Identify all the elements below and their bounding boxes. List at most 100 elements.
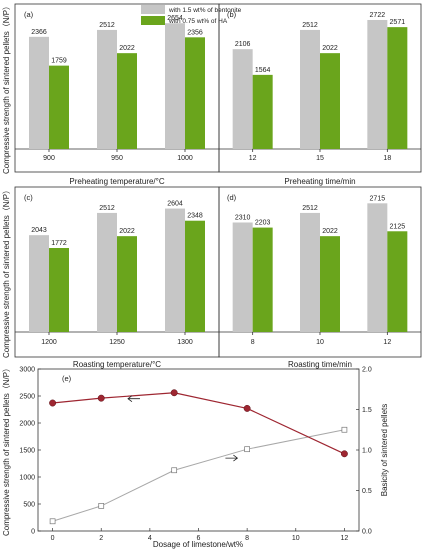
- panel-c-letter: (c): [24, 193, 33, 202]
- data-label-d: 2310: [235, 215, 251, 222]
- data-label-d: 2203: [255, 220, 271, 227]
- data-label-c: 2604: [167, 201, 183, 208]
- data-label-d: 2512: [302, 205, 318, 212]
- y2-tick-label-e: 0.0: [362, 529, 372, 536]
- point-strength: [243, 404, 251, 412]
- data-label-b: 2571: [390, 19, 406, 26]
- data-label-a: 2654: [167, 15, 183, 22]
- bar-a-bentonite: [29, 36, 49, 149]
- x-tick-label-c: 1250: [109, 339, 125, 346]
- x-tick-label-e: 2: [99, 535, 103, 542]
- data-label-b: 2722: [370, 12, 386, 19]
- data-label-b: 2512: [302, 22, 318, 29]
- y2label-e: Basicity of sintered pellets: [380, 404, 389, 497]
- x-tick-label-a: 950: [111, 155, 123, 162]
- legend-label-ha: with 0.75 wt% of HA: [168, 18, 228, 25]
- panel-b-letter: (b): [227, 10, 237, 19]
- data-label-d: 2022: [322, 228, 338, 235]
- bar-b-bentonite: [232, 49, 253, 149]
- panel-e-frame: [37, 368, 360, 532]
- point-strength: [340, 450, 348, 458]
- data-label-b: 2106: [235, 41, 251, 48]
- bar-b-bentonite: [367, 19, 388, 149]
- y2-tick-label-e: 0.5: [362, 488, 372, 495]
- y-tick-label-e: 2500: [19, 394, 35, 401]
- x-tick-label-e: 4: [148, 535, 152, 542]
- bar-a-ha: [117, 53, 137, 150]
- data-label-c: 1772: [51, 240, 67, 247]
- panel-e-letter: (e): [62, 374, 72, 383]
- legend-label-bentonite: with 1.5 wt% of bentonite: [168, 7, 242, 14]
- right-axis-arrow: [225, 454, 239, 462]
- y-tick-label-e: 2000: [19, 421, 35, 428]
- bar-c-ha: [185, 220, 205, 332]
- bar-d-ha: [387, 231, 408, 332]
- bar-d-ha: [320, 236, 340, 332]
- data-label-b: 2022: [322, 45, 338, 52]
- data-label-a: 1759: [51, 58, 67, 65]
- point-basicity: [98, 503, 105, 509]
- point-strength: [170, 389, 178, 397]
- ylabel-top-row: Compressive strength of sintered pellets…: [2, 2, 11, 174]
- series-line-basicity: [52, 429, 345, 522]
- bar-a-bentonite: [165, 23, 185, 149]
- ylabel-e: Compressive strength of sintered pellets…: [2, 364, 11, 536]
- point-basicity: [341, 426, 348, 433]
- panel-d-frame: [218, 186, 422, 358]
- bar-d-bentonite: [367, 203, 388, 332]
- point-strength: [49, 399, 57, 407]
- y-tick-label-e: 500: [23, 502, 35, 509]
- data-label-b: 1564: [255, 67, 271, 74]
- y-tick-label-e: 0: [31, 529, 35, 536]
- legend: with 1.5 wt% of bentonite with 0.75 wt% …: [141, 5, 242, 25]
- panel-a-letter: (a): [24, 10, 34, 19]
- data-label-d: 2715: [370, 195, 386, 202]
- legend-swatch-ha: [141, 16, 165, 25]
- xlabel-b: Preheating time/min: [284, 177, 355, 186]
- bar-b-ha: [320, 53, 340, 150]
- bar-a-ha: [49, 65, 69, 149]
- data-label-c: 2022: [119, 228, 135, 235]
- y2-tick-label-e: 1.0: [362, 448, 372, 455]
- point-strength: [97, 394, 105, 402]
- bar-c-bentonite: [97, 212, 117, 332]
- data-label-a: 2356: [187, 29, 203, 36]
- bar-d-bentonite: [232, 222, 253, 332]
- bar-c-ha: [117, 236, 137, 332]
- x-tick-label-e: 12: [341, 535, 349, 542]
- bar-d-ha: [252, 227, 273, 332]
- data-label-c: 2512: [99, 205, 115, 212]
- bar-a-ha: [185, 37, 205, 149]
- chart-marks: 9002366175995025122022100026542356122106…: [15, 12, 421, 542]
- x-tick-label-e: 6: [197, 535, 201, 542]
- bar-b-bentonite: [300, 29, 320, 150]
- x-tick-label-e: 10: [292, 535, 300, 542]
- xlabel-d: Roasting time/min: [288, 360, 352, 369]
- data-label-c: 2348: [187, 213, 203, 220]
- point-basicity: [171, 467, 178, 474]
- data-label-a: 2512: [99, 22, 115, 29]
- x-tick-label-e: 8: [245, 535, 249, 542]
- point-basicity: [244, 446, 250, 453]
- bar-a-bentonite: [97, 29, 117, 150]
- xlabel-a: Preheating temperature/°C: [69, 177, 164, 186]
- ylabel-middle-row: Compressive strength of sintered pellets…: [2, 186, 11, 358]
- bar-b-ha: [387, 27, 408, 150]
- x-tick-label-c: 1200: [41, 339, 57, 346]
- panel-b-frame: [218, 3, 422, 173]
- panel-d-letter: (d): [227, 193, 237, 202]
- data-label-a: 2022: [119, 45, 135, 52]
- xlabel-c: Roasting temperature/°C: [73, 360, 161, 369]
- y-tick-label-e: 3000: [19, 367, 35, 374]
- y-tick-label-e: 1000: [19, 475, 35, 482]
- x-tick-label-d: 8: [251, 339, 255, 346]
- x-tick-label-a: 900: [43, 155, 55, 162]
- x-tick-label-b: 12: [249, 155, 257, 162]
- data-label-a: 2366: [31, 29, 47, 36]
- bar-c-bentonite: [29, 235, 49, 332]
- bar-c-bentonite: [165, 208, 185, 332]
- y2-tick-label-e: 2.0: [362, 367, 372, 374]
- data-label-d: 2125: [390, 223, 406, 230]
- xlabel-e: Dosage of limestone/wt%: [153, 540, 243, 549]
